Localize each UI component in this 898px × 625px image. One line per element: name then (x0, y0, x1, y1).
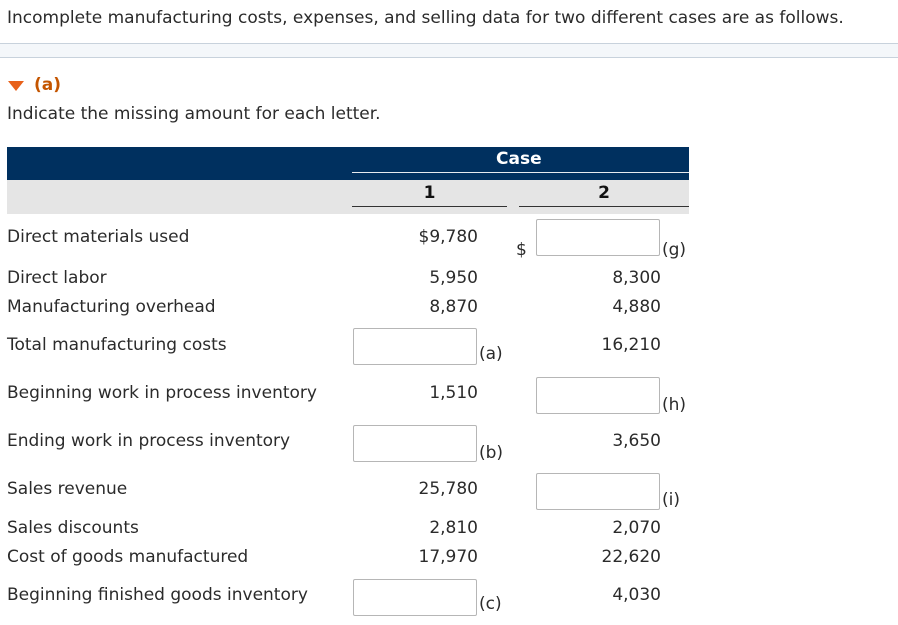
case2-total-manufacturing-costs-value: 16,210 (601, 335, 661, 355)
answer-input-b[interactable] (353, 425, 477, 462)
divider (0, 43, 898, 44)
row-label-sales-revenue: Sales revenue (7, 479, 128, 499)
row-label-ending-wip: Ending work in process inventory (7, 431, 291, 451)
case2-manufacturing-overhead-value: 4,880 (612, 297, 661, 317)
row-label-direct-materials: Direct materials used (7, 227, 190, 247)
collapse-triangle-icon[interactable] (8, 81, 24, 91)
row-label-cogm: Cost of goods manufactured (7, 547, 249, 567)
divider-band (0, 44, 898, 57)
case2-sales-discounts-value: 2,070 (612, 518, 661, 538)
case2-beginning-finished-goods-value: 4,030 (612, 585, 661, 605)
case-underline (352, 172, 689, 173)
row-label-total-manufacturing-costs: Total manufacturing costs (7, 335, 227, 355)
letter-label-a: (a) (479, 344, 503, 364)
column-header-2: 2 (598, 183, 610, 203)
letter-label-i: (i) (662, 490, 680, 510)
answer-input-h[interactable] (536, 377, 660, 414)
row-label-direct-labor: Direct labor (7, 268, 107, 288)
case1-sales-revenue-value: 25,780 (418, 479, 478, 499)
case1-manufacturing-overhead-value: 8,870 (429, 297, 478, 317)
case-header: Case (496, 149, 542, 169)
divider (0, 57, 898, 58)
letter-label-b: (b) (479, 443, 504, 463)
column-underline-1 (352, 206, 507, 207)
case2-ending-wip-value: 3,650 (612, 431, 661, 451)
case2-direct-labor-value: 8,300 (612, 268, 661, 288)
row-label-sales-discounts: Sales discounts (7, 518, 139, 538)
case1-sales-discounts-value: 2,810 (429, 518, 478, 538)
letter-label-h: (h) (662, 395, 687, 415)
instruction-text: Indicate the missing amount for each let… (7, 104, 381, 124)
part-label[interactable]: (a) (34, 75, 62, 95)
case2-cogm-value: 22,620 (601, 547, 661, 567)
table-header-bar (7, 147, 689, 180)
letter-label-c: (c) (479, 594, 502, 614)
row-label-manufacturing-overhead: Manufacturing overhead (7, 297, 216, 317)
answer-input-c[interactable] (353, 579, 477, 616)
intro-text: Incomplete manufacturing costs, expenses… (7, 8, 844, 28)
case1-cogm-value: 17,970 (418, 547, 478, 567)
column-underline-2 (519, 206, 689, 207)
answer-input-g[interactable] (536, 219, 660, 256)
row-label-beginning-wip: Beginning work in process inventory (7, 383, 317, 403)
column-header-1: 1 (423, 183, 436, 203)
row-label-beginning-finished-goods: Beginning finished goods inventory (7, 585, 308, 605)
case1-beginning-wip-value: 1,510 (429, 383, 478, 403)
table-subheader-bar (7, 180, 689, 214)
dollar-sign: $ (516, 240, 527, 260)
case1-direct-materials-value: $9,780 (418, 227, 478, 247)
letter-label-g: (g) (662, 240, 687, 260)
answer-input-i[interactable] (536, 473, 660, 510)
case1-direct-labor-value: 5,950 (429, 268, 478, 288)
answer-input-a[interactable] (353, 328, 477, 365)
